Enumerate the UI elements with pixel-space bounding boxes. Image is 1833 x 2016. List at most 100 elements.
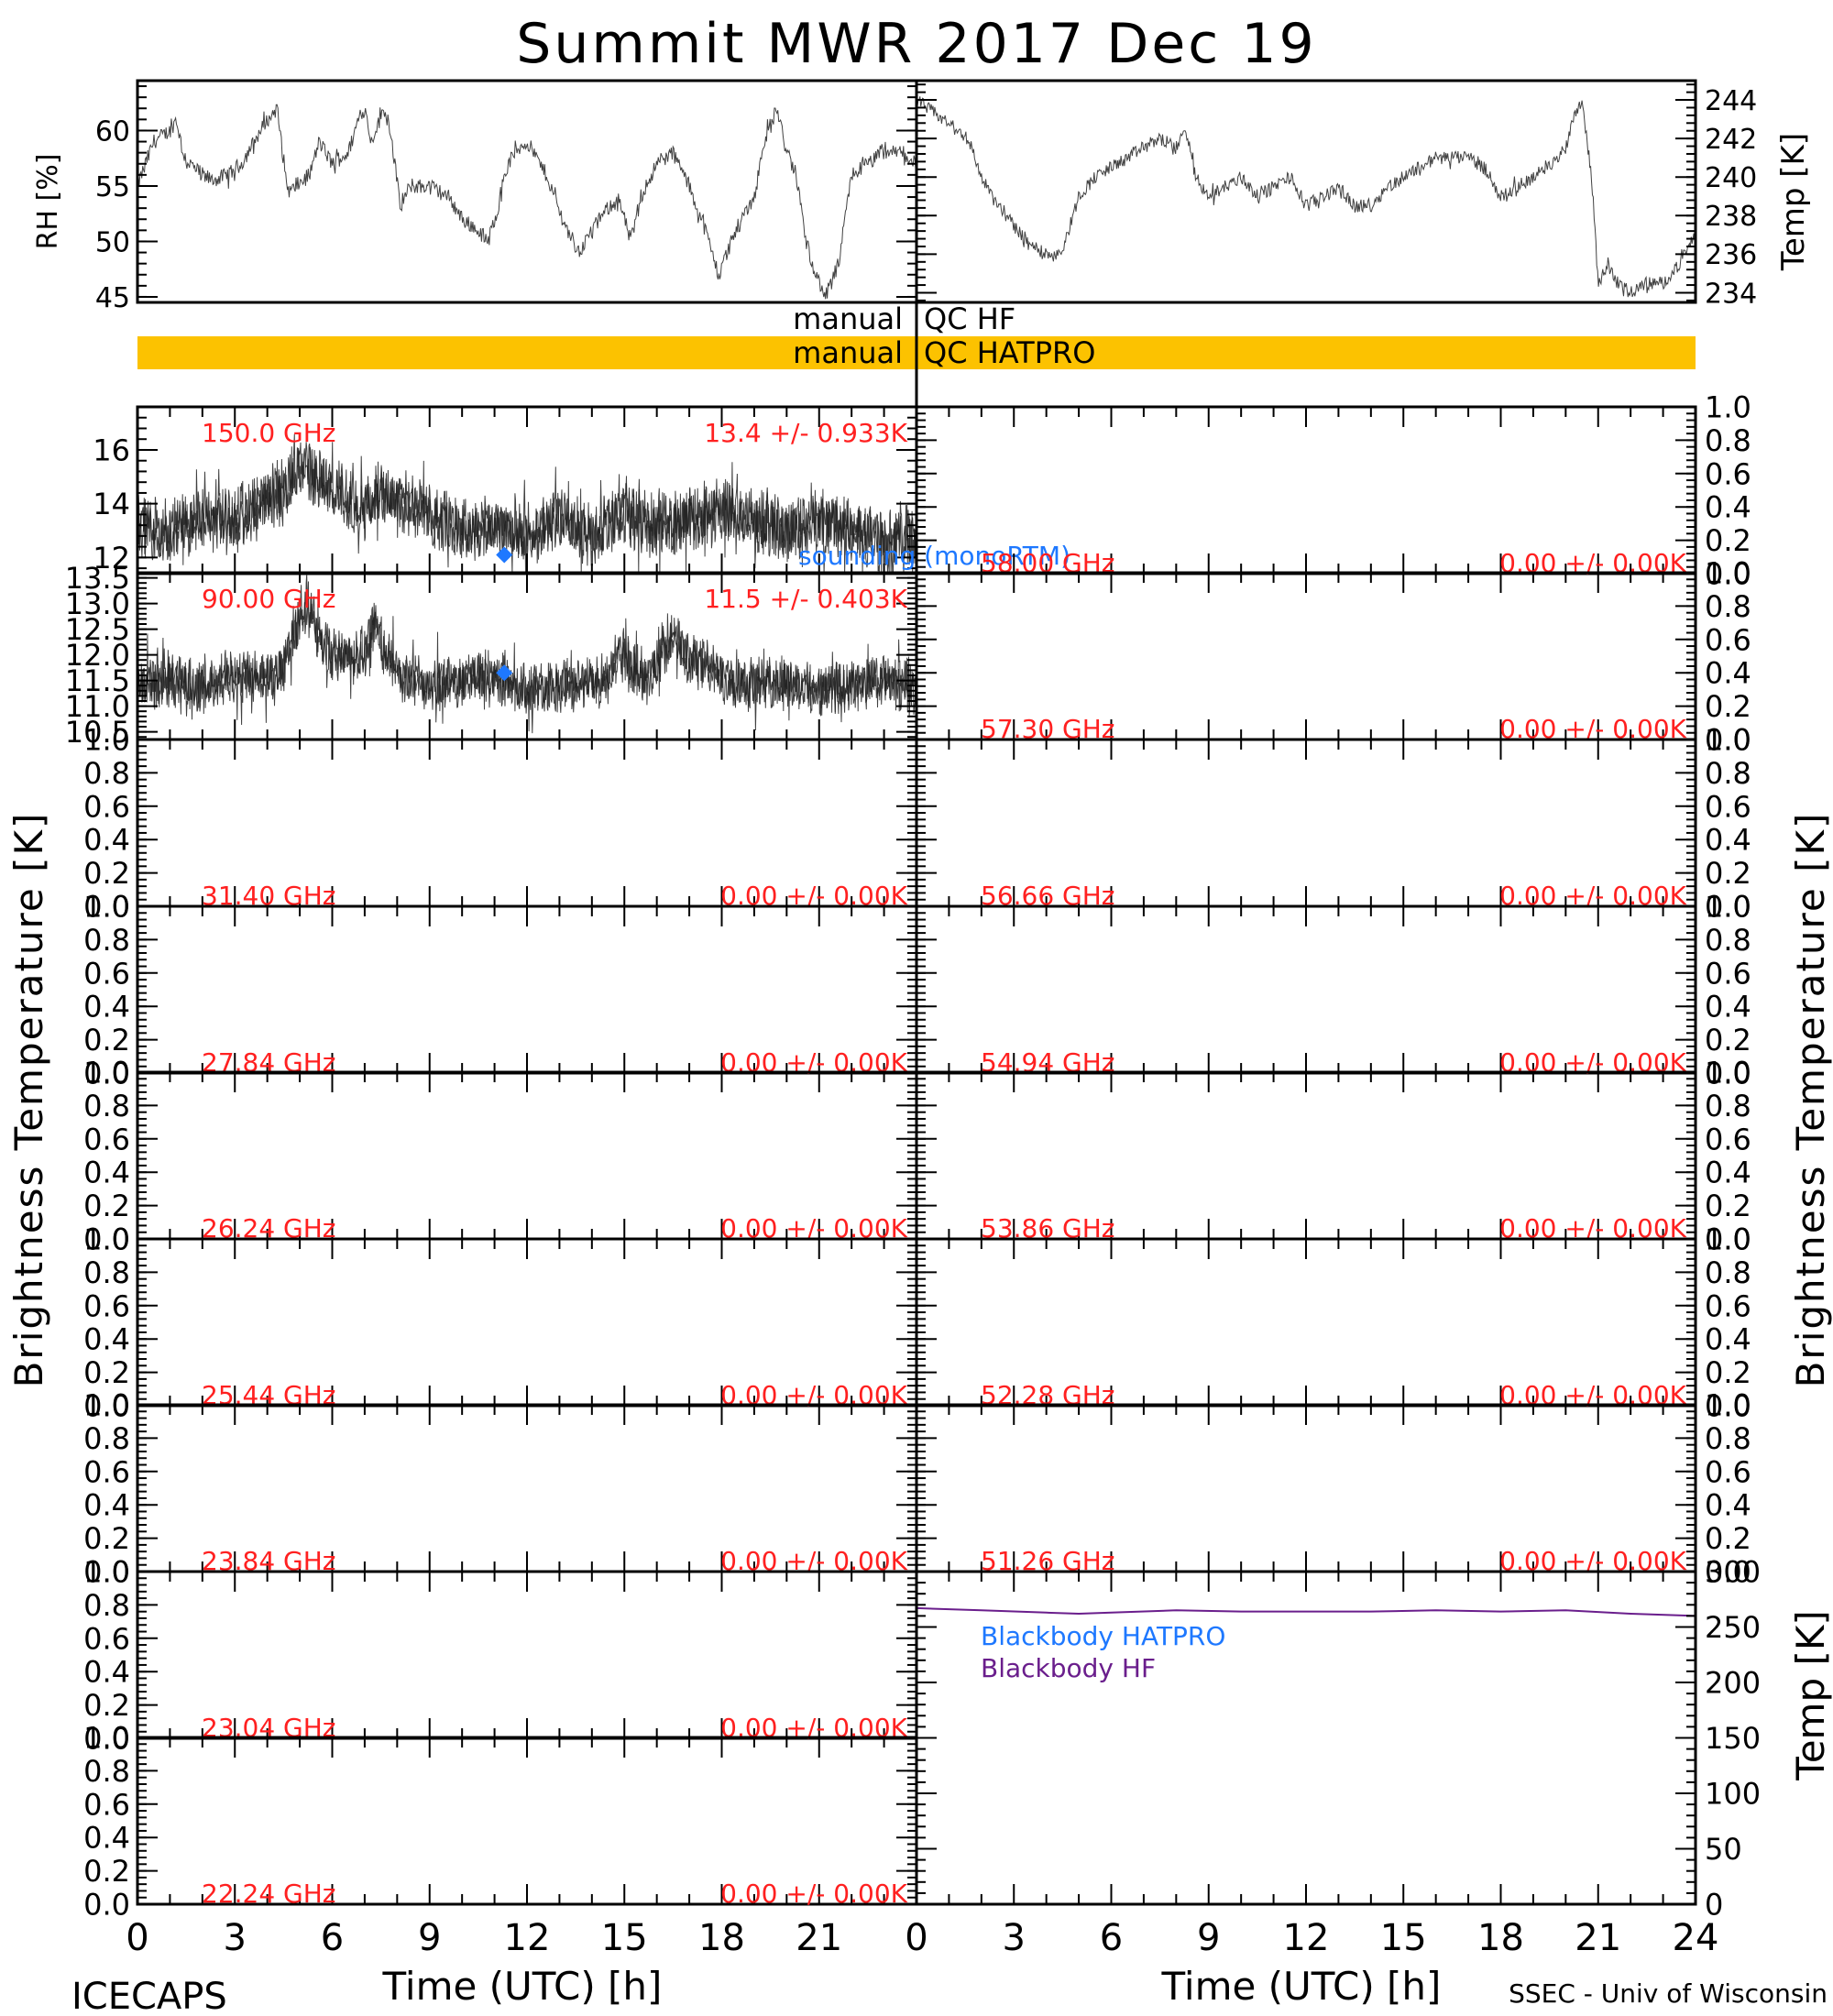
x-tick-label-right: 12: [1283, 1917, 1330, 1959]
tb-150-panel: 12 14 16 150.0 GHz 13.4 +/- 0.933K sounding (…: [93, 405, 1070, 575]
tb-58.00-ytick-label: 0.2: [1705, 523, 1751, 558]
tb-58.00-ytick-label: 0.6: [1705, 456, 1751, 491]
tb-52.28-ytick-label: 0.2: [1705, 1355, 1751, 1390]
rh-ylabel: RH [%]: [32, 154, 64, 250]
tb-58.00-ytick-label: 0.0: [1705, 557, 1751, 592]
tb-56.66-ytick-label: 0.2: [1705, 856, 1751, 891]
tb-52.28-ytick-label: 0.4: [1705, 1322, 1751, 1357]
xlabel-left: Time (UTC) [h]: [382, 1964, 663, 2009]
tb-31.40-panel: 0.00.20.40.60.81.031.40 GHz 0.00 +/- 0.00…: [83, 723, 918, 925]
blackbody-ylabel: Temp [K]: [1788, 1610, 1833, 1781]
blackbody-legend-hatpro: Blackbody HATPRO: [981, 1621, 1225, 1651]
temp-frame: [915, 79, 1697, 304]
tb-27.84-ytick-label: 0.8: [83, 923, 130, 958]
tb-25.44-ytick-label: 0.8: [83, 1255, 130, 1290]
tb-26.24-ytick-label: 0.0: [83, 1222, 130, 1257]
tb-22.24-ytick-label: 0.2: [83, 1854, 130, 1889]
tb-ylabel-right: Brightness Temperature [K]: [1788, 812, 1833, 1388]
tb-23.04-ytick-label: 1.0: [83, 1555, 130, 1590]
tb-54.94-ytick-label: 1.0: [1705, 890, 1751, 925]
tb-27.84-ytick-label: 0.4: [83, 990, 130, 1024]
x-tick-label-left: 6: [321, 1917, 344, 1959]
tb-27.84-panel: 0.00.20.40.60.81.027.84 GHz 0.00 +/- 0.00…: [83, 890, 918, 1091]
tb-150-sounding-label: sounding (monoRTM): [798, 541, 1070, 571]
tb-23.84-ytick-label: 1.0: [83, 1388, 130, 1423]
tb-150-ytick-label: 12: [93, 541, 130, 575]
rh-ytick-label: 60: [95, 115, 130, 148]
x-tick-label-right: 3: [1003, 1917, 1026, 1959]
tb-58.00-ytick-label: 0.8: [1705, 423, 1751, 458]
temp-ytick-label: 244: [1705, 85, 1757, 117]
tb-58.00-ytick-label: 0.4: [1705, 490, 1751, 525]
tb-150-ytick-label: 16: [93, 433, 130, 467]
tb-51.26-panel: 0.00.20.40.60.81.051.26 GHz 0.00 +/- 0.00…: [915, 1388, 1751, 1590]
tb-26.24-ytick-label: 1.0: [83, 1056, 130, 1090]
blackbody-ytick-label: 300: [1705, 1555, 1761, 1590]
tb-90-ytick-label: 11.0: [65, 689, 130, 724]
tb-54.94-ytick-label: 0.8: [1705, 923, 1751, 958]
x-tick-label-left: 21: [796, 1917, 842, 1959]
qc-hf-label-right: QC HF: [924, 301, 1015, 336]
tb-150-sounding-point: [496, 546, 513, 564]
tb-53.86-ytick-label: 0.8: [1705, 1089, 1751, 1123]
tb-150-series-line: [137, 442, 917, 573]
temp-ylabel: Temp [K]: [1775, 133, 1812, 271]
blackbody-panel: 0 50 100 150 200 250 300 Blackbody HATPROBlackb…: [915, 1555, 1761, 1923]
tb-56.66-ytick-label: 0.6: [1705, 789, 1751, 824]
chart-title: Summit MWR 2017 Dec 19: [516, 12, 1316, 76]
tb-56.66-ytick-label: 0.8: [1705, 756, 1751, 791]
tb-26.24-ytick-label: 0.8: [83, 1089, 130, 1123]
tb-51.26-ytick-label: 0.4: [1705, 1488, 1751, 1523]
tb-23.84-ytick-label: 0.4: [83, 1488, 130, 1523]
rh-series-line: [137, 104, 917, 300]
tb-90-ytick-label: 12.5: [65, 612, 130, 647]
tb-31.40-ytick-label: 0.6: [83, 789, 130, 824]
tb-150-stats-label: 13.4 +/- 0.933K: [704, 418, 907, 448]
x-tick-label-right: 0: [905, 1917, 927, 1959]
tb-150-ytick-label: 14: [93, 487, 130, 521]
qc-hatpro-label-right: QC HATPRO: [924, 335, 1095, 370]
tb-23.84-ytick-label: 0.0: [83, 1555, 130, 1590]
tb-52.28-ytick-label: 0.8: [1705, 1255, 1751, 1290]
x-tick-label-right: 24: [1673, 1917, 1719, 1959]
x-tick-label-left: 0: [126, 1917, 148, 1959]
tb-90-ytick-label: 13.5: [65, 561, 130, 596]
tb-90-series-line: [137, 585, 917, 723]
tb-22.24-ytick-label: 0.4: [83, 1821, 130, 1856]
x-tick-label-right: 15: [1380, 1917, 1427, 1959]
tb-23.04-ytick-label: 0.8: [83, 1588, 130, 1623]
blackbody-ytick-label: 150: [1705, 1721, 1761, 1756]
tb-53.86-panel: 0.00.20.40.60.81.053.86 GHz 0.00 +/- 0.00…: [915, 1056, 1751, 1257]
tb-23.04-ytick-label: 0.2: [83, 1688, 130, 1723]
tb-57.30-panel: 0.00.20.40.60.81.057.30 GHz 0.00 +/- 0.00…: [915, 556, 1751, 758]
tb-52.28-ytick-label: 1.0: [1705, 1222, 1751, 1257]
tb-22.24-ytick-label: 0.6: [83, 1787, 130, 1822]
blackbody-ytick-label: 100: [1705, 1777, 1761, 1812]
tb-90-panel: 10.511.011.512.012.513.013.5 90.00 GHz 11.…: [65, 561, 918, 750]
tb-90-ytick-label: 11.5: [65, 663, 130, 698]
tb-90-sounding-point: [496, 664, 513, 682]
tb-22.24-frequency-label: 22.24 GHz: [202, 1879, 336, 1909]
tb-31.40-ytick-label: 0.8: [83, 756, 130, 791]
footer-right: SSEC - Univ of Wisconsin: [1509, 1978, 1828, 2009]
blackbody-legend-hf: Blackbody HF: [981, 1653, 1156, 1683]
tb-27.84-ytick-label: 0.0: [83, 1057, 130, 1091]
tb-23.84-panel: 0.00.20.40.60.81.023.84 GHz 0.00 +/- 0.00…: [83, 1388, 918, 1590]
tb-23.84-ytick-label: 0.2: [83, 1521, 130, 1556]
tb-27.84-ytick-label: 1.0: [83, 890, 130, 925]
tb-56.66-ytick-label: 1.0: [1705, 723, 1751, 758]
tb-90-ytick-label: 13.0: [65, 586, 130, 621]
tb-54.94-ytick-label: 0.6: [1705, 956, 1751, 991]
tb-51.26-ytick-label: 0.0: [1705, 1555, 1751, 1590]
qc-hf-label-left: manual: [793, 301, 903, 336]
tb-23.04-ytick-label: 0.0: [83, 1722, 130, 1757]
temp-ytick-label: 236: [1705, 239, 1757, 271]
blackbody-ytick-label: 200: [1705, 1666, 1761, 1701]
tb-25.44-ytick-label: 0.0: [83, 1389, 130, 1424]
tb-52.28-ytick-label: 0.6: [1705, 1288, 1751, 1323]
tb-53.86-ytick-label: 0.2: [1705, 1189, 1751, 1223]
rh-ytick-label: 45: [95, 282, 130, 314]
blackbody-ytick-label: 50: [1705, 1832, 1742, 1867]
tb-25.44-panel: 0.00.20.40.60.81.025.44 GHz 0.00 +/- 0.00…: [83, 1222, 918, 1424]
tb-53.86-ytick-label: 0.6: [1705, 1122, 1751, 1156]
